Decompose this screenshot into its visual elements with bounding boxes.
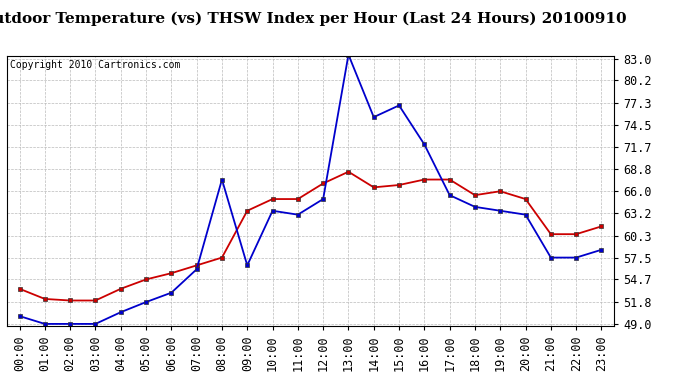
Text: Copyright 2010 Cartronics.com: Copyright 2010 Cartronics.com [10, 60, 180, 70]
Text: Outdoor Temperature (vs) THSW Index per Hour (Last 24 Hours) 20100910: Outdoor Temperature (vs) THSW Index per … [0, 11, 627, 26]
